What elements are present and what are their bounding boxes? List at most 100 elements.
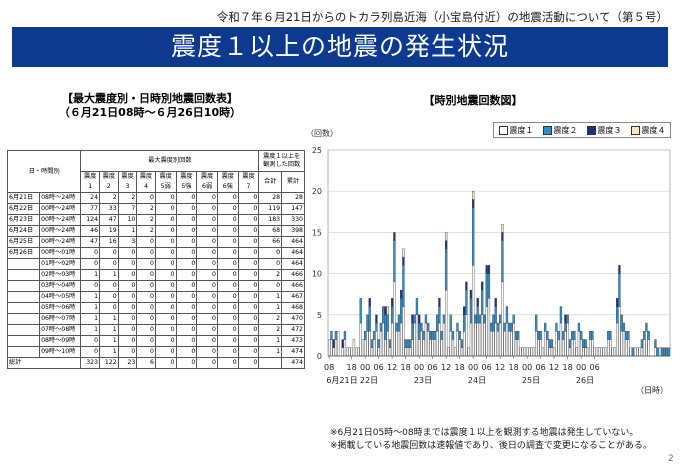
bar-intensity-1 — [341, 347, 344, 357]
date-label: 22日 — [360, 376, 378, 385]
bar-intensity-1 — [494, 322, 497, 357]
bar-intensity-2 — [424, 314, 428, 324]
bar-intensity-1 — [384, 339, 387, 357]
x-tick-label: 06 — [428, 363, 438, 372]
bar-intensity-1 — [629, 347, 632, 357]
bar-intensity-1 — [478, 322, 482, 357]
chart-title: 【時別地震回数図】 — [423, 94, 523, 107]
bar-intensity-2 — [571, 331, 574, 340]
bar-intensity-2 — [377, 339, 380, 348]
bar-intensity-1 — [555, 331, 558, 357]
footnote-2: ※掲載している地震回数は速報値であり、後日の調査で変更になることがある。 — [330, 441, 652, 451]
table-row: 07時～08時 1 1 0 0 0 0 0 0 0 2 472 — [6, 324, 305, 336]
bar-intensity-1 — [568, 347, 572, 357]
total-intensity-3: 23 — [117, 357, 138, 369]
bar-intensity-1 — [622, 331, 626, 357]
bar-intensity-1 — [521, 347, 524, 357]
row-cumulative: 466 — [281, 280, 305, 292]
bar-intensity-1 — [328, 339, 331, 357]
bar-intensity-1 — [526, 347, 529, 357]
total-label: 総計 — [6, 357, 82, 369]
bar-intensity-2 — [631, 347, 635, 357]
bar-intensity-1 — [643, 339, 646, 357]
bar-intensity-2 — [622, 322, 626, 332]
bar-intensity-1 — [397, 331, 401, 357]
bar-intensity-3 — [375, 314, 378, 324]
x-tick-label: 00 — [522, 363, 532, 372]
bar-intensity-2 — [483, 314, 486, 324]
bar-intensity-1 — [575, 347, 578, 357]
bar-intensity-2 — [609, 331, 612, 340]
bar-intensity-2 — [620, 314, 623, 332]
bar-intensity-1 — [528, 347, 531, 357]
bar-intensity-2 — [512, 314, 515, 324]
x-tick-label: 12 — [387, 363, 397, 372]
bar-intensity-1 — [406, 347, 410, 357]
bar-intensity-2 — [661, 347, 664, 357]
bar-intensity-2 — [373, 331, 376, 340]
bar-intensity-2 — [427, 322, 430, 332]
bar-intensity-2 — [573, 331, 576, 340]
bar-intensity-1 — [508, 331, 511, 357]
bar-intensity-1 — [600, 347, 603, 357]
bar-intensity-3 — [411, 314, 414, 324]
bar-intensity-2 — [564, 322, 567, 332]
bar-intensity-1 — [490, 331, 493, 357]
bar-intensity-1 — [364, 339, 367, 357]
bar-intensity-2 — [420, 322, 423, 332]
bar-intensity-2 — [499, 314, 502, 324]
bar-intensity-2 — [517, 331, 520, 340]
x-tick-label: 08 — [324, 363, 334, 372]
bar-intensity-2 — [440, 331, 443, 340]
bar-intensity-1 — [400, 322, 403, 357]
y-tick-label: 0 — [317, 352, 322, 361]
table-title-line1: 【最大震度別・日時別地震回数表】 — [62, 92, 238, 105]
bar-intensity-1 — [355, 347, 358, 357]
bar-intensity-2 — [548, 339, 551, 348]
bar-intensity-2 — [627, 331, 630, 340]
bar-intensity-2 — [492, 314, 495, 332]
bar-intensity-2 — [656, 347, 659, 357]
date-label: 26日 — [576, 376, 594, 385]
bar-intensity-2 — [559, 306, 563, 324]
bar-intensity-2 — [535, 314, 538, 332]
bar-intensity-1 — [361, 339, 365, 357]
bar-intensity-2 — [654, 339, 657, 348]
bar-intensity-2 — [438, 306, 441, 324]
bar-intensity-1 — [573, 339, 576, 357]
bar-intensity-2 — [402, 265, 405, 307]
bar-intensity-2 — [409, 339, 412, 348]
bar-intensity-1 — [625, 339, 628, 357]
bar-intensity-1 — [370, 347, 374, 357]
bar-intensity-2 — [330, 331, 333, 340]
bar-intensity-1 — [402, 306, 405, 357]
bar-intensity-3 — [384, 306, 387, 315]
bar-intensity-1 — [609, 339, 612, 357]
bar-intensity-2 — [384, 314, 387, 340]
bar-intensity-1 — [357, 347, 360, 357]
bar-intensity-1 — [503, 331, 506, 357]
bar-intensity-2 — [388, 339, 392, 348]
bar-intensity-3 — [501, 232, 504, 241]
bar-intensity-1 — [409, 347, 412, 357]
bar-intensity-3 — [487, 265, 491, 274]
bar-intensity-2 — [645, 322, 648, 332]
bar-intensity-1 — [541, 347, 545, 357]
bar-intensity-2 — [382, 306, 385, 324]
bar-intensity-1 — [595, 347, 599, 357]
bar-intensity-2 — [582, 339, 585, 348]
bar-intensity-2 — [442, 314, 446, 324]
bar-intensity-2 — [379, 322, 383, 332]
bar-intensity-2 — [496, 322, 500, 332]
bar-intensity-1 — [532, 347, 536, 357]
date-label: 23日 — [414, 376, 432, 385]
bar-intensity-1 — [465, 314, 468, 357]
bar-intensity-2 — [393, 240, 396, 283]
bar-intensity-3 — [618, 265, 621, 274]
bar-intensity-3 — [391, 298, 394, 307]
row-cumulative: 398 — [281, 225, 305, 237]
bar-intensity-2 — [465, 289, 468, 315]
x-tick-label: 06 — [374, 363, 384, 372]
table-title: 【最大震度別・日時別地震回数表】 （６月21日08時～６月26日10時） — [30, 92, 270, 120]
